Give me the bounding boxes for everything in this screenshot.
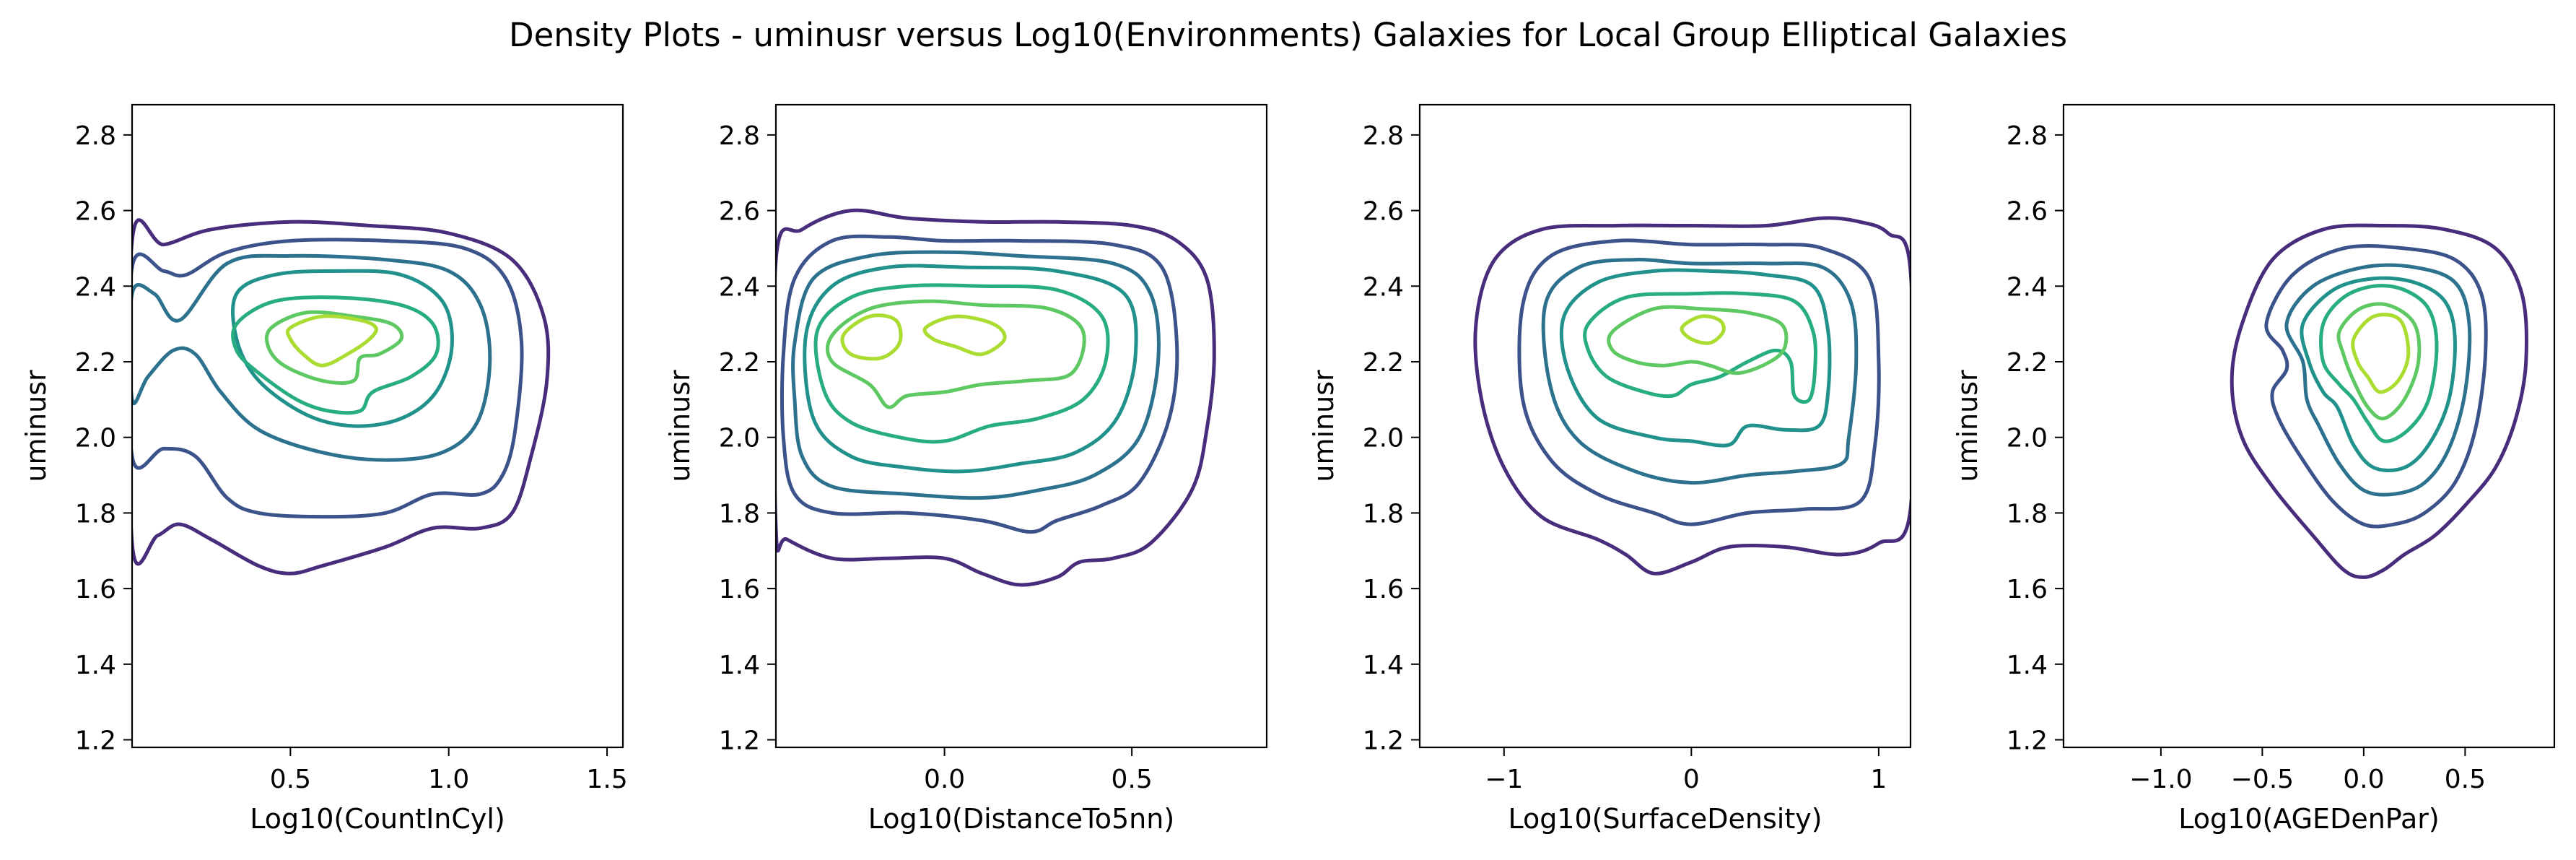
y-tick-label: 2.4	[2007, 272, 2048, 302]
x-tick-label: 0.5	[2445, 765, 2486, 794]
chart-1-frame	[131, 103, 624, 749]
contour-level-4	[231, 269, 454, 428]
x-tick-label: 0.5	[1111, 765, 1152, 794]
contour-level-1	[776, 208, 1216, 587]
chart-2-frame	[774, 103, 1268, 749]
contour-level-4	[1559, 268, 1832, 448]
y-tick-label: 1.2	[2007, 726, 2048, 756]
x-axis-label: Log10(AGEDenPar)	[2178, 803, 2440, 835]
contour-level-3	[791, 250, 1161, 500]
contour-level-1	[2230, 223, 2528, 579]
y-axis-label: uminusr	[20, 370, 52, 482]
contour-level-7	[285, 314, 378, 368]
contour-level-5	[813, 283, 1110, 444]
y-tick-label: 1.2	[1363, 726, 1404, 756]
y-tick-label: 1.2	[75, 726, 116, 756]
y-axis-label: uminusr	[1308, 370, 1340, 482]
y-tick-label: 1.4	[719, 651, 760, 680]
x-tick-label: 1.5	[586, 765, 627, 794]
x-tick-label: 0	[1683, 765, 1700, 794]
y-tick-label: 2.2	[2007, 348, 2048, 378]
y-tick-label: 1.8	[1363, 499, 1404, 529]
contour-level-6	[825, 299, 1086, 409]
y-tick-label: 2.4	[75, 272, 116, 302]
x-tick-label: 0.5	[270, 765, 311, 794]
y-tick-label: 2.0	[2007, 424, 2048, 453]
y-tick-label: 2.8	[719, 121, 760, 151]
contour-level-2	[1517, 238, 1881, 526]
y-tick-label: 2.6	[1363, 197, 1404, 227]
y-tick-label: 2.2	[75, 348, 116, 378]
contour-level-3	[132, 253, 492, 462]
contour-level-7	[840, 313, 903, 361]
x-tick-label: 0.0	[924, 765, 965, 794]
x-tick-label: 1.0	[428, 765, 469, 794]
y-tick-label: 2.8	[2007, 121, 2048, 151]
contour-level-1	[1473, 216, 1911, 575]
contour-level-2	[780, 234, 1179, 534]
contour-level-5	[231, 295, 440, 415]
y-tick-label: 2.6	[75, 197, 116, 227]
x-tick-label: −0.5	[2231, 765, 2294, 794]
y-tick-label: 2.0	[1363, 424, 1404, 453]
y-tick-label: 1.6	[719, 575, 760, 604]
chart-panel-2: 0.0 0.5 1.2 1.4 1.6 1.8 2.0 2.2 2.4 2.6 2.8 Log10(D…	[664, 103, 1268, 835]
chart-4-contours	[2230, 223, 2528, 579]
x-tick-label: −1.0	[2129, 765, 2192, 794]
y-tick-label: 1.8	[75, 499, 116, 529]
contour-level-4	[2300, 276, 2457, 472]
contour-level-5	[1583, 291, 1817, 404]
x-axis-label: Log10(SurfaceDensity)	[1508, 803, 1822, 835]
x-tick-label: −1	[1485, 765, 1523, 794]
y-tick-label: 1.4	[1363, 651, 1404, 680]
chart-4-frame	[2062, 103, 2556, 749]
y-tick-label: 2.6	[719, 197, 760, 227]
y-tick-label: 2.0	[719, 424, 760, 453]
contour-level-4	[803, 264, 1138, 474]
x-tick-label: 1	[1870, 765, 1887, 794]
contour-level-3	[1541, 258, 1859, 485]
x-axis-label: Log10(CountInCyl)	[250, 803, 505, 835]
y-tick-label: 1.4	[75, 651, 116, 680]
contour-level-6	[1607, 305, 1789, 375]
figure-title: Density Plots - uminusr versus Log10(Env…	[508, 16, 2068, 54]
contour-level-2	[2264, 244, 2488, 529]
y-tick-label: 2.0	[75, 424, 116, 453]
x-axis-label: Log10(DistanceTo5nn)	[868, 803, 1174, 835]
y-axis-label: uminusr	[1952, 370, 1983, 482]
chart-panel-3: −1 0 1 1.2 1.4 1.6 1.8 2.0 2.2 2.4 2.6 2.8 Log10(Sur…	[1308, 103, 1912, 835]
y-tick-label: 1.8	[2007, 499, 2048, 529]
chart-3-contours	[1473, 216, 1911, 575]
chart-panel-1: 0.5 1.0 1.5 1.2 1.4 1.6 1.8 2.0 2.2 2.4 2.6 2.8 Log1…	[20, 103, 628, 835]
y-tick-label: 2.6	[2007, 197, 2048, 227]
contour-level-3	[2284, 263, 2472, 497]
y-tick-label: 1.6	[75, 575, 116, 604]
chart-2-contours	[776, 208, 1216, 587]
y-tick-label: 1.4	[2007, 651, 2048, 680]
contour-level-7	[2351, 313, 2411, 394]
y-tick-label: 1.6	[1363, 575, 1404, 604]
contour-level-6	[264, 310, 404, 385]
y-tick-label: 1.2	[719, 726, 760, 756]
chart-3-frame	[1418, 103, 1912, 749]
y-tick-label: 1.8	[719, 499, 760, 529]
chart-1-contours	[132, 218, 551, 575]
y-tick-label: 2.2	[1363, 348, 1404, 378]
y-axis-label: uminusr	[664, 370, 696, 482]
y-tick-label: 2.8	[75, 121, 116, 151]
x-tick-label: 0.0	[2343, 765, 2384, 794]
chart-panel-4: −1.0 −0.5 0.0 0.5 1.2 1.4 1.6 1.8 2.0 2.2 2.4 2.6 2.…	[1952, 103, 2556, 835]
contour-level-8	[922, 314, 1007, 357]
contour-level-2	[132, 238, 524, 519]
contour-level-6	[2336, 302, 2422, 421]
contour-level-7	[1680, 314, 1726, 345]
y-tick-label: 2.4	[719, 272, 760, 302]
contour-level-1	[132, 218, 551, 575]
contour-level-5	[2319, 284, 2439, 443]
y-tick-label: 2.4	[1363, 272, 1404, 302]
y-tick-label: 2.2	[719, 348, 760, 378]
y-tick-label: 2.8	[1363, 121, 1404, 151]
y-tick-label: 1.6	[2007, 575, 2048, 604]
